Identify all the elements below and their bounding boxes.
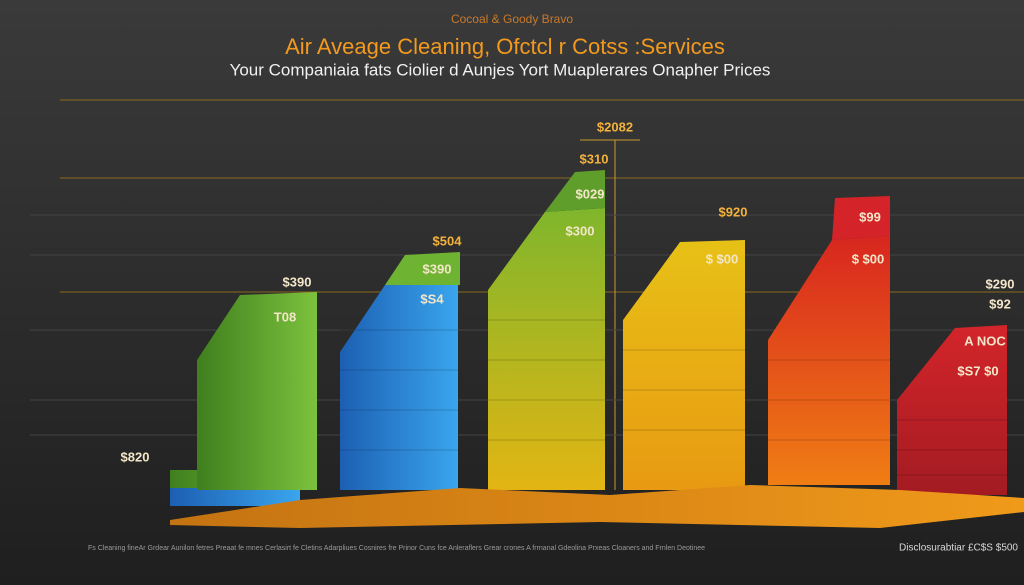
bar	[768, 236, 890, 485]
bar-cap	[545, 170, 605, 212]
subtitle: Your Companiaia fats Ciolier d Aunjes Yo…	[230, 60, 771, 79]
value-label: $2082	[597, 119, 633, 134]
bar	[170, 488, 300, 506]
bar-stripes	[340, 319, 1007, 476]
logo: Cocoal & Goody Bravo	[451, 12, 573, 26]
bar	[340, 285, 458, 490]
base-wave	[170, 485, 1024, 528]
value-labels: $820 $390 T08 $504 $390 $S4 $2082 $310 $…	[121, 119, 1015, 464]
value-label: $300	[566, 223, 595, 238]
bar-cap	[385, 252, 460, 285]
bar	[488, 208, 605, 490]
value-label: $S7 $0	[957, 363, 998, 378]
value-label: $820	[121, 449, 150, 464]
value-label: $390	[283, 274, 312, 289]
value-label: $99	[859, 209, 881, 224]
value-label: $920	[719, 204, 748, 219]
fine-print: Fs Cleaning fineAr Grdear Aunilon fetres…	[88, 545, 705, 552]
bar	[623, 240, 745, 490]
value-label: $504	[433, 233, 463, 248]
value-label: $310	[580, 151, 609, 166]
value-label: $92	[989, 296, 1011, 311]
value-label: $ $00	[852, 251, 885, 266]
value-label: A NOC	[964, 333, 1006, 348]
value-label: $290	[986, 276, 1015, 291]
bar-cap	[832, 196, 890, 240]
value-label: $029	[576, 186, 605, 201]
value-label: $S4	[420, 291, 444, 306]
value-label: T08	[274, 309, 296, 324]
value-label: $390	[423, 261, 452, 276]
title: Air Aveage Cleaning, Ofctcl r Cotss :Ser…	[285, 34, 725, 59]
bar	[897, 325, 1007, 495]
bar	[197, 292, 317, 490]
footer-note: Disclosurabtiar £C$S $500	[899, 543, 1018, 554]
value-label: $ $00	[706, 251, 739, 266]
